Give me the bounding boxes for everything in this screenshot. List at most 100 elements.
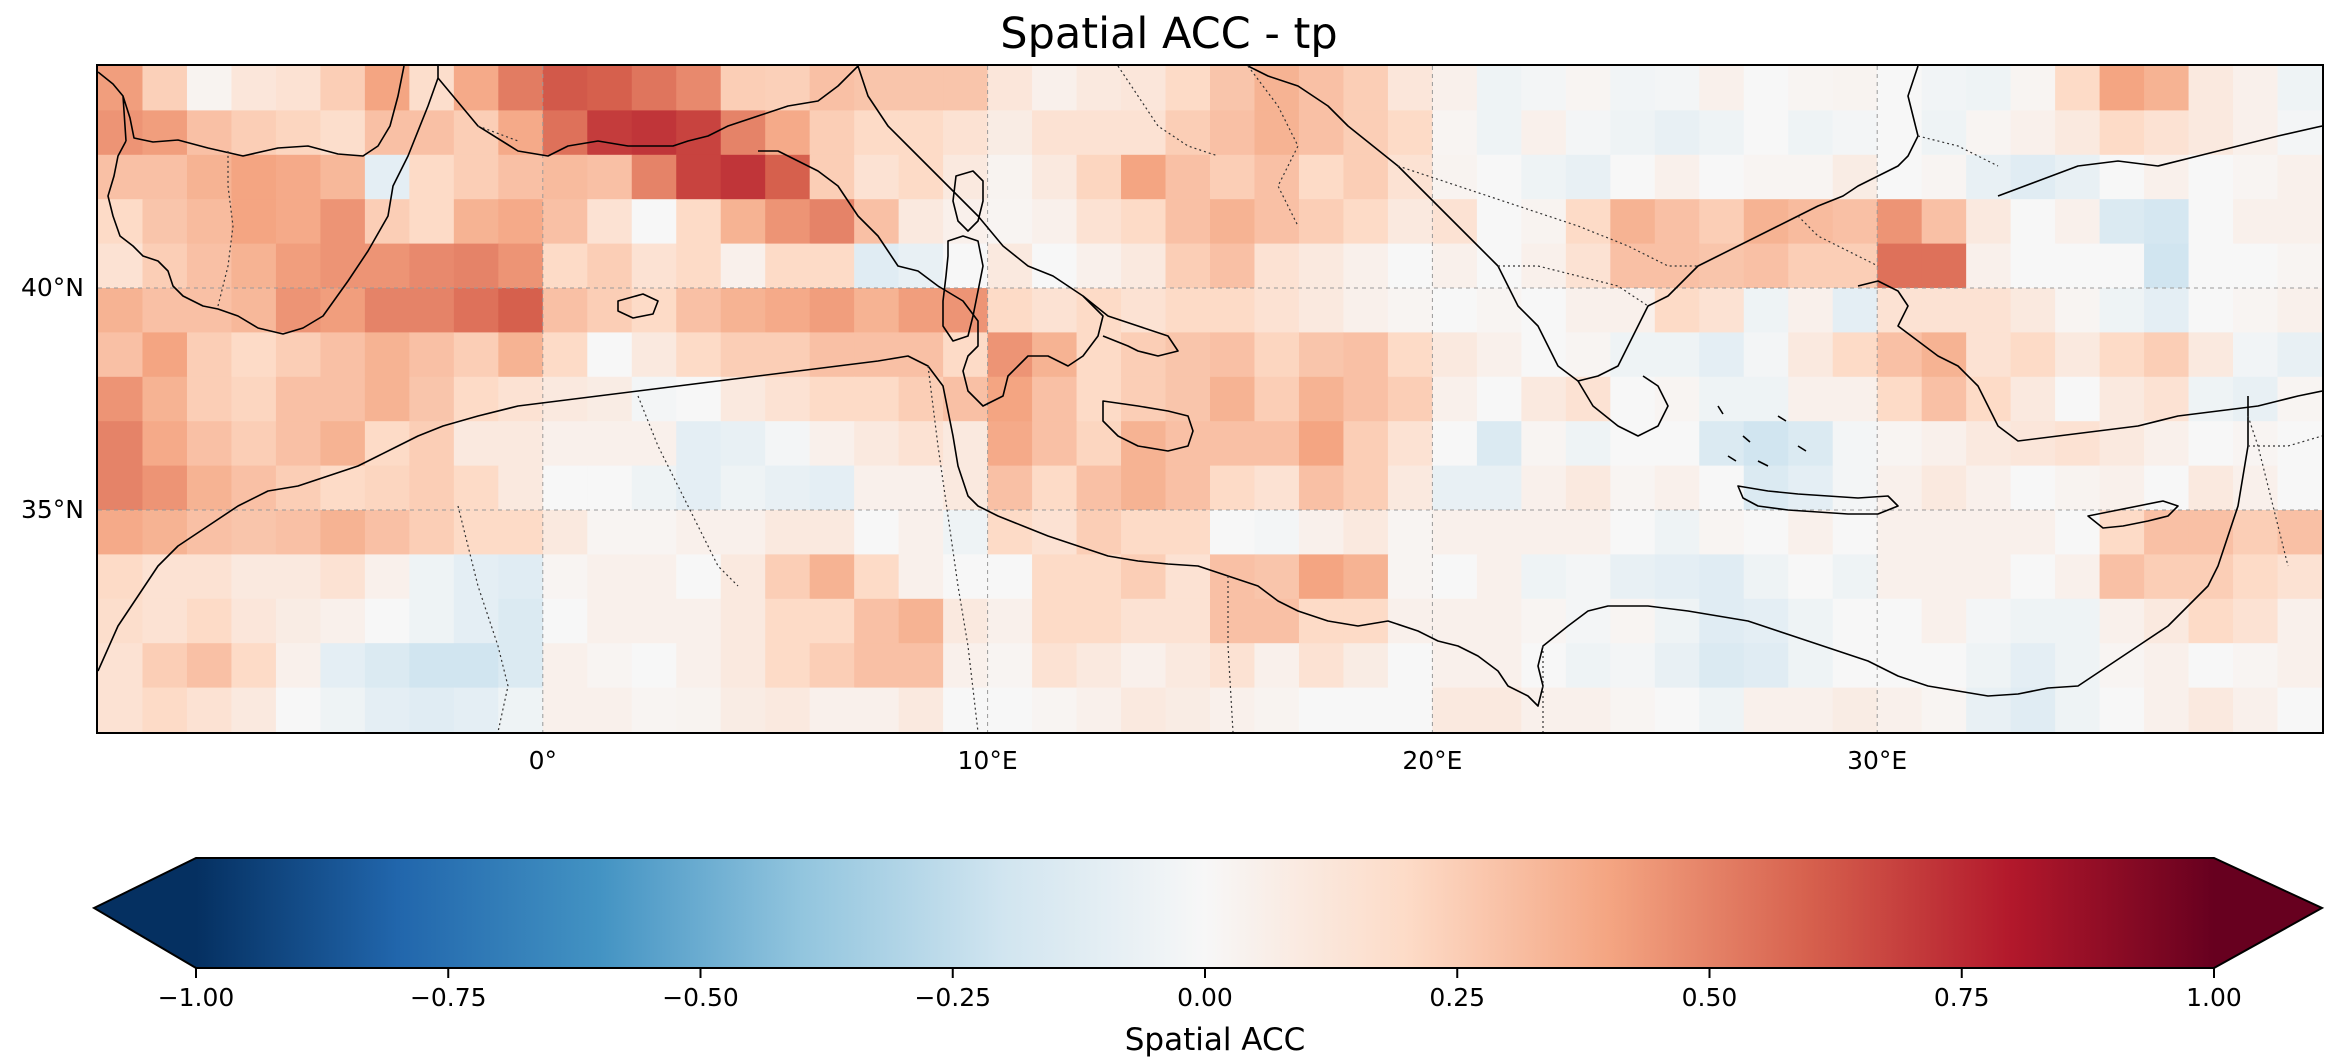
acc-cell	[809, 421, 855, 467]
acc-cell	[898, 554, 944, 600]
acc-cell	[1165, 598, 1211, 644]
acc-cell	[1165, 376, 1211, 422]
acc-cell	[1788, 376, 1834, 422]
acc-cell	[409, 554, 455, 600]
acc-cell	[1032, 687, 1078, 732]
acc-cell	[1432, 598, 1478, 644]
acc-cell	[1121, 376, 1167, 422]
acc-cell	[320, 643, 366, 689]
acc-cell	[1298, 554, 1345, 600]
acc-cell	[1921, 376, 1967, 422]
acc-cell	[1254, 332, 1300, 378]
acc-cell	[1387, 598, 1433, 644]
acc-cell	[1788, 465, 1834, 511]
acc-cell	[186, 66, 233, 111]
acc-cell	[631, 554, 677, 600]
acc-cell	[1966, 243, 2012, 289]
acc-cell	[1076, 66, 1122, 111]
acc-cell	[453, 288, 499, 333]
acc-cell	[587, 421, 633, 467]
acc-cell	[231, 376, 277, 422]
acc-cell	[1921, 66, 1967, 111]
acc-cell	[98, 465, 144, 511]
acc-cell	[542, 110, 588, 156]
acc-cell	[631, 421, 677, 467]
acc-cell	[1565, 154, 1611, 200]
acc-cell	[186, 288, 233, 333]
acc-cell	[854, 465, 900, 511]
acc-cell	[1565, 199, 1611, 245]
acc-cell	[2010, 332, 2056, 378]
acc-cell	[898, 332, 944, 378]
acc-cell	[453, 110, 499, 156]
coast-aegean-islands	[1717, 405, 1807, 467]
acc-cell	[142, 554, 188, 600]
acc-cell	[1832, 687, 1878, 732]
acc-cell	[587, 510, 633, 555]
acc-cell	[542, 598, 588, 644]
acc-cell	[943, 66, 989, 111]
acc-cell	[1121, 288, 1167, 333]
acc-cell	[1921, 332, 1967, 378]
acc-cell	[2188, 598, 2234, 644]
acc-cell	[1699, 376, 1745, 422]
acc-cell	[142, 510, 188, 555]
acc-cell	[2144, 288, 2190, 333]
acc-cell	[275, 154, 321, 200]
acc-cell	[2144, 643, 2190, 689]
acc-cell	[98, 154, 144, 200]
acc-cell	[2099, 110, 2145, 156]
acc-cell	[2188, 421, 2234, 467]
acc-cell	[1921, 687, 1967, 732]
acc-cell	[1832, 332, 1878, 378]
acc-cell	[1298, 687, 1345, 732]
acc-cell	[1298, 376, 1345, 422]
acc-cell	[898, 199, 944, 245]
acc-cell	[631, 199, 677, 245]
acc-cell	[854, 421, 900, 467]
acc-cell	[453, 66, 499, 111]
acc-cell	[1565, 598, 1611, 644]
acc-cell	[320, 376, 366, 422]
acc-cell	[1076, 376, 1122, 422]
acc-cell	[1298, 510, 1345, 555]
acc-cell	[720, 687, 766, 732]
coast-balkans	[1247, 66, 1919, 382]
acc-cell	[2099, 66, 2145, 111]
acc-cell	[1521, 199, 1567, 245]
acc-cell	[320, 465, 366, 511]
acc-cell	[676, 199, 722, 245]
acc-cell	[1743, 510, 1789, 555]
acc-cell	[1966, 465, 2012, 511]
acc-cell	[2233, 243, 2279, 289]
acc-cell	[1298, 643, 1345, 689]
acc-cell	[409, 465, 455, 511]
acc-cell	[1165, 110, 1211, 156]
acc-cell	[1654, 288, 1700, 333]
acc-cell	[1832, 154, 1878, 200]
acc-cell	[765, 110, 811, 156]
acc-cell	[1432, 643, 1478, 689]
acc-cell	[1610, 376, 1656, 422]
acc-cell	[943, 110, 989, 156]
acc-cell	[1743, 643, 1789, 689]
acc-cell	[587, 199, 633, 245]
acc-cell	[1699, 465, 1745, 511]
acc-cell	[1610, 687, 1656, 732]
acc-cell	[1432, 554, 1478, 600]
acc-cell	[2277, 510, 2322, 555]
acc-cell	[720, 154, 766, 200]
acc-cell	[275, 643, 321, 689]
acc-cell	[1210, 510, 1256, 555]
acc-cell	[765, 643, 811, 689]
acc-cell	[854, 598, 900, 644]
acc-cell	[2055, 376, 2101, 422]
acc-cell	[1298, 288, 1345, 333]
acc-cell	[453, 598, 499, 644]
acc-cell	[1210, 687, 1256, 732]
acc-cell	[1298, 421, 1345, 467]
acc-cell	[1788, 510, 1834, 555]
latitude-tick-label: 35°N	[20, 495, 84, 524]
acc-cell	[898, 243, 944, 289]
acc-cell	[898, 376, 944, 422]
